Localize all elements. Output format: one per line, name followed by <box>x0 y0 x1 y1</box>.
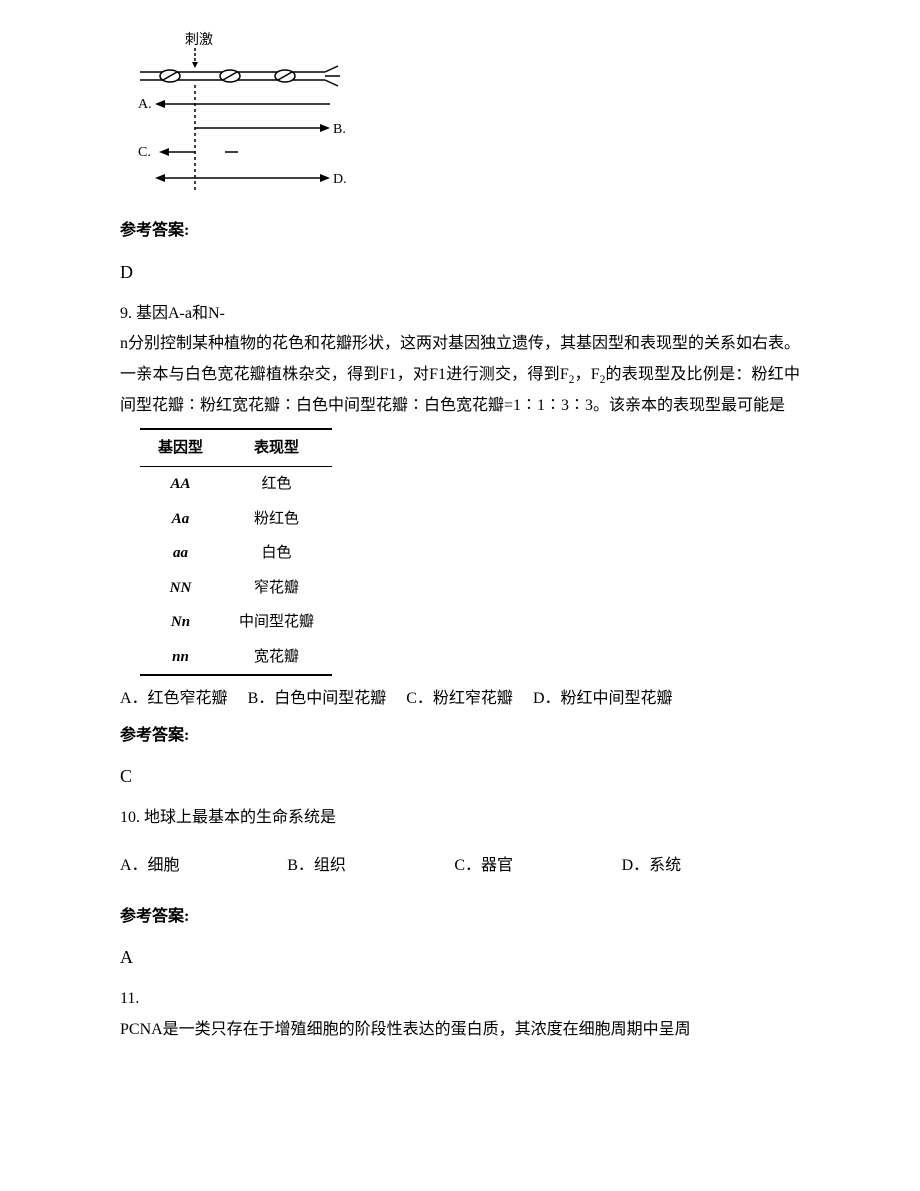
q9-number: 9. <box>120 305 136 322</box>
stimulus-label: 刺激 <box>185 31 213 48</box>
q11-number-line: 11. <box>120 984 800 1014</box>
q9-option-c: C．粉红窄花瓣 <box>406 684 513 714</box>
table-row: Nn中间型花瓣 <box>140 605 332 640</box>
table-row: Aa粉红色 <box>140 502 332 537</box>
q8-answer-label: 参考答案: <box>120 216 800 246</box>
arrow-c-label: C. <box>138 145 151 160</box>
q9-option-d: D．粉红中间型花瓣 <box>533 684 673 714</box>
q10: 10. 地球上最基本的生命系统是 A．细胞 B．组织 C．器官 D．系统 参考答… <box>120 803 800 974</box>
q10-stem: 10. 地球上最基本的生命系统是 <box>120 803 800 833</box>
q9-answer-label: 参考答案: <box>120 721 800 751</box>
q10-option-d: D．系统 <box>622 851 785 881</box>
q11: 11. PCNA是一类只存在于增殖细胞的阶段性表达的蛋白质，其浓度在细胞周期中呈… <box>120 984 800 1045</box>
q9-stem-l1: 基因A-a和N- <box>136 305 225 322</box>
q9: 9. 基因A-a和N- n分别控制某种植物的花色和花瓣形状，这两对基因独立遗传，… <box>120 299 800 793</box>
arrow-d-label: D. <box>333 172 347 187</box>
th-phenotype: 表现型 <box>221 429 332 467</box>
q9-option-b: B．白色中间型花瓣 <box>248 684 387 714</box>
q9-answer: C <box>120 759 800 793</box>
table-row: NN窄花瓣 <box>140 571 332 606</box>
q11-stem: PCNA是一类只存在于增殖细胞的阶段性表达的蛋白质，其浓度在细胞周期中呈周 <box>120 1015 800 1045</box>
th-genotype: 基因型 <box>140 429 221 467</box>
q9-option-a: A．红色窄花瓣 <box>120 684 228 714</box>
q10-options: A．细胞 B．组织 C．器官 D．系统 <box>120 851 800 881</box>
q8-answer: D <box>120 255 800 289</box>
q10-option-c: C．器官 <box>454 851 617 881</box>
q8-diagram: 刺激 A. B. C. <box>130 30 800 206</box>
q10-option-a: A．细胞 <box>120 851 283 881</box>
table-row: aa白色 <box>140 536 332 571</box>
q9-stem-2: n分别控制某种植物的花色和花瓣形状，这两对基因独立遗传，其基因型和表现型的关系如… <box>120 329 800 421</box>
q9-stem: 9. 基因A-a和N- <box>120 299 800 329</box>
table-row: AA红色 <box>140 467 332 502</box>
q10-option-b: B．组织 <box>287 851 450 881</box>
q10-number: 10. <box>120 809 144 826</box>
q10-answer-label: 参考答案: <box>120 902 800 932</box>
genotype-table: 基因型 表现型 AA红色 Aa粉红色 aa白色 NN窄花瓣 Nn中间型花瓣 nn… <box>140 428 332 677</box>
q9-options: A．红色窄花瓣 B．白色中间型花瓣 C．粉红窄花瓣 D．粉红中间型花瓣 <box>120 684 800 714</box>
table-row: nn宽花瓣 <box>140 640 332 676</box>
nerve-diagram-svg: 刺激 A. B. C. <box>130 30 350 195</box>
arrow-b-label: B. <box>333 122 346 137</box>
q10-answer: A <box>120 940 800 974</box>
arrow-a-label: A. <box>138 97 152 112</box>
